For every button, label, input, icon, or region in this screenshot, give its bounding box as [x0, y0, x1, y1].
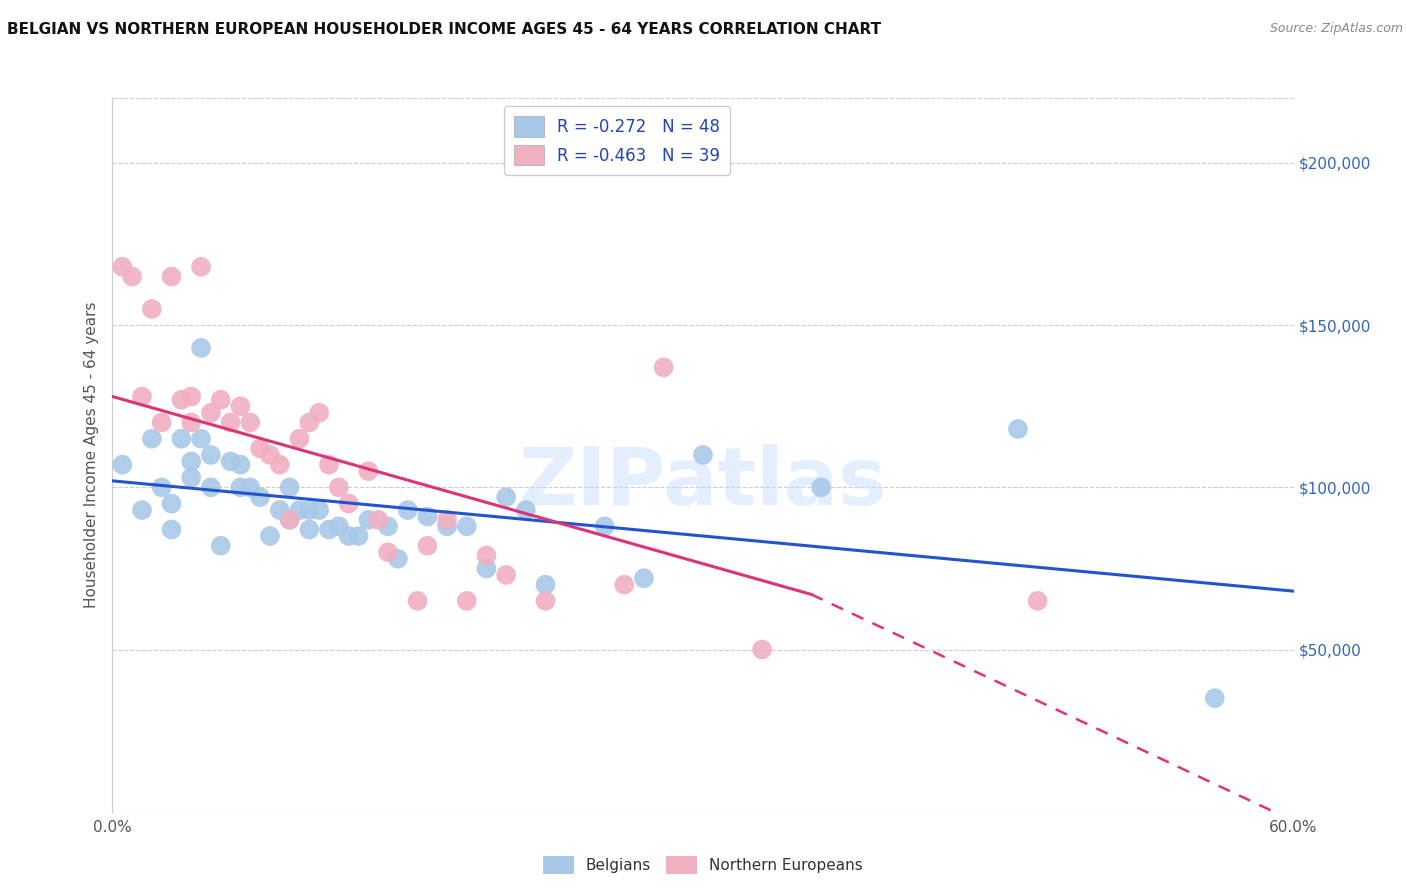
Point — [180, 416, 202, 430]
Point — [633, 571, 655, 585]
Point — [337, 529, 360, 543]
Point — [318, 523, 340, 537]
Point — [810, 480, 832, 494]
Point — [652, 360, 675, 375]
Y-axis label: Householder Income Ages 45 - 64 years: Householder Income Ages 45 - 64 years — [83, 301, 98, 608]
Point — [278, 480, 301, 494]
Point — [111, 260, 134, 274]
Point — [534, 577, 557, 591]
Point — [160, 269, 183, 284]
Point — [219, 416, 242, 430]
Legend: R = -0.272   N = 48, R = -0.463   N = 39: R = -0.272 N = 48, R = -0.463 N = 39 — [503, 106, 730, 176]
Point — [1026, 594, 1049, 608]
Point — [357, 513, 380, 527]
Point — [269, 458, 291, 472]
Point — [495, 568, 517, 582]
Point — [229, 480, 252, 494]
Point — [200, 448, 222, 462]
Point — [298, 523, 321, 537]
Point — [1007, 422, 1029, 436]
Point — [200, 480, 222, 494]
Point — [1204, 691, 1226, 706]
Point — [219, 454, 242, 468]
Point — [229, 399, 252, 413]
Point — [200, 406, 222, 420]
Point — [209, 392, 232, 407]
Point — [357, 464, 380, 478]
Point — [209, 539, 232, 553]
Point — [515, 503, 537, 517]
Point — [170, 432, 193, 446]
Point — [475, 549, 498, 563]
Point — [692, 448, 714, 462]
Point — [229, 458, 252, 472]
Point — [239, 416, 262, 430]
Point — [308, 406, 330, 420]
Point — [288, 432, 311, 446]
Point — [259, 448, 281, 462]
Point — [141, 301, 163, 316]
Point — [328, 480, 350, 494]
Point — [121, 269, 143, 284]
Point — [269, 503, 291, 517]
Point — [751, 642, 773, 657]
Point — [308, 503, 330, 517]
Point — [239, 480, 262, 494]
Point — [416, 539, 439, 553]
Point — [367, 513, 389, 527]
Point — [278, 513, 301, 527]
Point — [190, 260, 212, 274]
Point — [456, 594, 478, 608]
Point — [150, 416, 173, 430]
Point — [495, 490, 517, 504]
Point — [288, 503, 311, 517]
Point — [180, 470, 202, 484]
Point — [436, 519, 458, 533]
Point — [131, 503, 153, 517]
Point — [475, 561, 498, 575]
Point — [170, 392, 193, 407]
Point — [436, 513, 458, 527]
Point — [593, 519, 616, 533]
Point — [131, 390, 153, 404]
Point — [377, 519, 399, 533]
Point — [180, 454, 202, 468]
Point — [377, 545, 399, 559]
Legend: Belgians, Northern Europeans: Belgians, Northern Europeans — [537, 850, 869, 880]
Point — [396, 503, 419, 517]
Point — [416, 509, 439, 524]
Point — [406, 594, 429, 608]
Point — [160, 497, 183, 511]
Point — [180, 390, 202, 404]
Point — [259, 529, 281, 543]
Point — [249, 490, 271, 504]
Point — [318, 458, 340, 472]
Point — [613, 577, 636, 591]
Point — [190, 341, 212, 355]
Point — [387, 551, 409, 566]
Text: Source: ZipAtlas.com: Source: ZipAtlas.com — [1270, 22, 1403, 36]
Point — [278, 513, 301, 527]
Point — [249, 442, 271, 456]
Point — [150, 480, 173, 494]
Point — [456, 519, 478, 533]
Point — [534, 594, 557, 608]
Point — [298, 503, 321, 517]
Point — [141, 432, 163, 446]
Point — [190, 432, 212, 446]
Text: ZIPatlas: ZIPatlas — [519, 444, 887, 523]
Text: BELGIAN VS NORTHERN EUROPEAN HOUSEHOLDER INCOME AGES 45 - 64 YEARS CORRELATION C: BELGIAN VS NORTHERN EUROPEAN HOUSEHOLDER… — [7, 22, 882, 37]
Point — [337, 497, 360, 511]
Point — [347, 529, 370, 543]
Point — [160, 523, 183, 537]
Point — [298, 416, 321, 430]
Point — [111, 458, 134, 472]
Point — [328, 519, 350, 533]
